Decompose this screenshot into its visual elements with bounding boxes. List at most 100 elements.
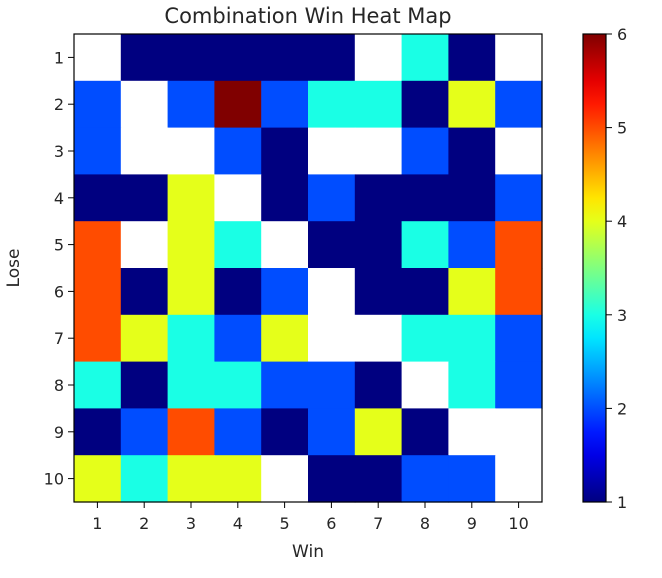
x-tick-label: 8 (420, 514, 430, 533)
heatmap-cell (401, 34, 449, 82)
x-tick-label: 1 (92, 514, 102, 533)
heatmap-cell (495, 127, 543, 175)
heatmap-cell (120, 221, 169, 269)
heatmap-cell (261, 174, 309, 222)
heatmap-cell (401, 408, 449, 456)
heatmap-cell (495, 314, 543, 363)
heatmap-cell (74, 174, 122, 222)
heatmap-cell (167, 361, 215, 409)
heatmap-cell (74, 314, 122, 363)
heatmap-cell (495, 361, 543, 409)
y-tick-label: 8 (54, 376, 64, 395)
heatmap-cell (120, 174, 169, 222)
heatmap-cell (214, 221, 262, 269)
heatmap-cell (167, 174, 215, 222)
heatmap-cell (448, 268, 496, 316)
heatmap-cell (120, 314, 169, 363)
heatmap-cell (448, 174, 496, 222)
heatmap-cell (167, 268, 215, 316)
heatmap-cell (214, 174, 262, 222)
heatmap-cell (354, 34, 403, 82)
heatmap-cell (167, 408, 215, 456)
y-tick-label: 2 (54, 95, 64, 114)
heatmap-cell (448, 127, 496, 175)
heatmap-cell (261, 455, 309, 503)
x-tick-label: 10 (508, 514, 528, 533)
heatmap-cell (401, 314, 449, 363)
heatmap-cell (308, 221, 356, 269)
x-tick-label: 5 (280, 514, 290, 533)
y-tick-label: 5 (54, 236, 64, 255)
heatmap-cell (120, 408, 169, 456)
heatmap-cell (495, 80, 543, 129)
heatmap-cell (167, 34, 215, 82)
heatmap-cell (214, 361, 262, 409)
heatmap-cell (214, 314, 262, 363)
y-tick-label: 7 (54, 329, 64, 348)
heatmap-cell (401, 221, 449, 269)
heatmap-cells (74, 34, 543, 503)
x-axis-ticks: 1 2 3 4 5 6 7 8 9 10 (92, 502, 529, 533)
heatmap-cell (167, 221, 215, 269)
colorbar-ticks: 1 2 3 4 5 6 (606, 25, 627, 512)
heatmap-cell (261, 314, 309, 363)
heatmap-cell (495, 455, 543, 503)
heatmap-cell (308, 268, 356, 316)
heatmap-cell (308, 361, 356, 409)
heatmap-cell (495, 221, 543, 269)
heatmap-cell (261, 268, 309, 316)
colorbar-tick-label: 4 (617, 212, 627, 231)
heatmap-cell (448, 80, 496, 129)
heatmap-cell (120, 455, 169, 503)
heatmap-cell (261, 80, 309, 129)
heatmap-cell (448, 314, 496, 363)
heatmap-cell (120, 127, 169, 175)
heatmap-cell (120, 34, 169, 82)
heatmap-cell (74, 268, 122, 316)
plot-frame (73, 33, 543, 503)
y-tick-label: 1 (54, 48, 64, 67)
heatmap-cell (401, 127, 449, 175)
colorbar-tick-label: 1 (617, 493, 627, 512)
heatmap-cell (448, 455, 496, 503)
heatmap-cell (308, 455, 356, 503)
heatmap-cell (495, 174, 543, 222)
x-tick-label: 7 (373, 514, 383, 533)
x-tick-label: 9 (467, 514, 477, 533)
heatmap-cell (308, 80, 356, 129)
heatmap-cell (401, 455, 449, 503)
colorbar-frame (582, 33, 607, 503)
heatmap-cell (74, 455, 122, 503)
heatmap-cell (354, 361, 403, 409)
heatmap-cell (354, 455, 403, 503)
heatmap-cell (74, 80, 122, 129)
heatmap-cell (401, 268, 449, 316)
heatmap-cell (167, 314, 215, 363)
heatmap-cell (448, 221, 496, 269)
heatmap-cell (261, 408, 309, 456)
heatmap-cell (448, 361, 496, 409)
heatmap-cell (401, 361, 449, 409)
y-axis-label: Lose (4, 249, 24, 288)
heatmap-cell (308, 127, 356, 175)
y-tick-label: 4 (54, 189, 64, 208)
y-tick-label: 6 (54, 282, 64, 301)
heatmap-cell (308, 314, 356, 363)
heatmap-cell (214, 80, 262, 129)
heatmap-cell (74, 34, 122, 82)
heatmap-cell (354, 268, 403, 316)
heatmap-cell (74, 127, 122, 175)
heatmap-cell (167, 80, 215, 129)
colorbar-tick-label: 3 (617, 306, 627, 325)
heatmap-cell (261, 221, 309, 269)
heatmap-cell (261, 361, 309, 409)
y-tick-label: 10 (44, 470, 64, 489)
heatmap-cell (495, 34, 543, 82)
y-tick-label: 3 (54, 142, 64, 161)
x-tick-label: 4 (233, 514, 243, 533)
heatmap-cell (308, 174, 356, 222)
colorbar-tick-label: 6 (617, 25, 627, 44)
heatmap-cell (354, 174, 403, 222)
heatmap-cell (74, 408, 122, 456)
